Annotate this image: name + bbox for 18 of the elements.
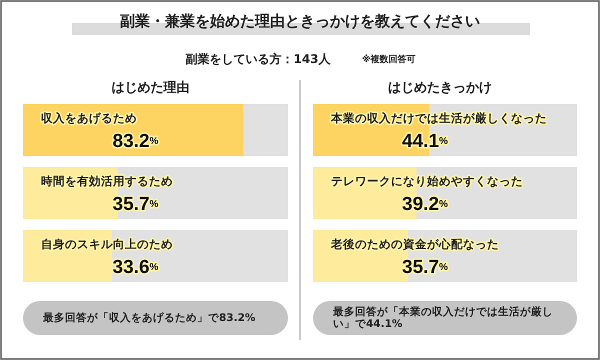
data-label: 35.7% [402,256,448,278]
data-label: 39.2% [402,194,448,214]
y-tick-label: テレワークになり始めやすくなった [331,174,523,188]
chart-title: はじめた理由 [112,80,190,96]
chart-title: はじめたきっかけ [388,80,492,96]
text: ※複数回答可 [362,54,416,65]
text: 副業をしている方：143人 [185,52,332,66]
text: 最多回答が「収入をあげるため」で83.2% [43,310,256,326]
text: 副業・兼業を始めた理由ときっかけを教えてください [120,12,480,30]
y-tick-label: 老後のための資金が心配なった [330,237,499,251]
data-label: 83.2% [112,130,159,152]
data-label: 33.6% [112,256,159,278]
text: 最多回答が「本業の収入だけでは生活が厳しい」で44.1% [333,304,554,332]
y-tick-label: 収入をあげるため [41,111,137,125]
data-label: 44.1% [402,130,448,152]
y-tick-label: 時間を有効活用するため [41,174,173,188]
data-label: 35.7% [112,194,159,214]
y-tick-label: 自身のスキル向上のため [41,237,173,251]
